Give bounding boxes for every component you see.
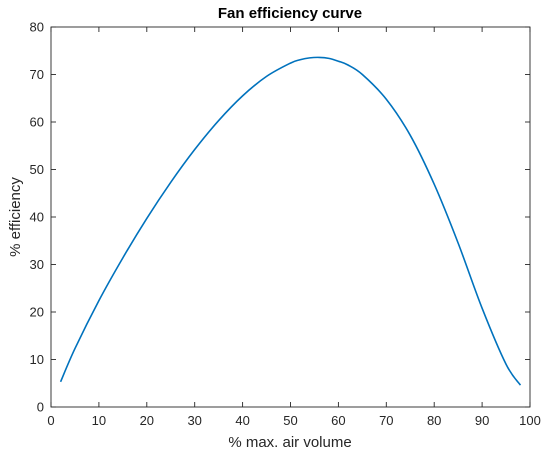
y-tick-label: 0 [37,400,44,415]
x-tick-label: 80 [427,413,441,428]
x-axis: 0 10 20 30 40 50 60 70 80 90 100 [47,27,541,428]
y-tick-label: 30 [30,257,44,272]
y-tick-label: 50 [30,162,44,177]
x-tick-label: 90 [475,413,489,428]
x-tick-label: 70 [379,413,393,428]
x-tick-label: 100 [519,413,541,428]
y-tick-label: 10 [30,352,44,367]
y-tick-label: 40 [30,210,44,225]
y-tick-label: 70 [30,67,44,82]
y-tick-label: 80 [30,20,44,35]
y-tick-label: 20 [30,305,44,320]
y-tick-label: 60 [30,115,44,130]
x-tick-label: 60 [331,413,345,428]
efficiency-curve-line [59,56,522,386]
plot-frame [50,26,531,408]
x-tick-label: 40 [235,413,249,428]
x-tick-label: 10 [92,413,106,428]
y-axis: 0 10 20 30 40 50 60 70 80 [30,20,530,415]
chart-title: Fan efficiency curve [218,5,362,22]
y-axis-label: % efficiency [7,177,24,257]
x-axis-label: % max. air volume [228,434,351,451]
x-tick-label: 30 [187,413,201,428]
x-tick-label: 0 [47,413,54,428]
x-tick-label: 20 [140,413,154,428]
x-tick-label: 50 [283,413,297,428]
